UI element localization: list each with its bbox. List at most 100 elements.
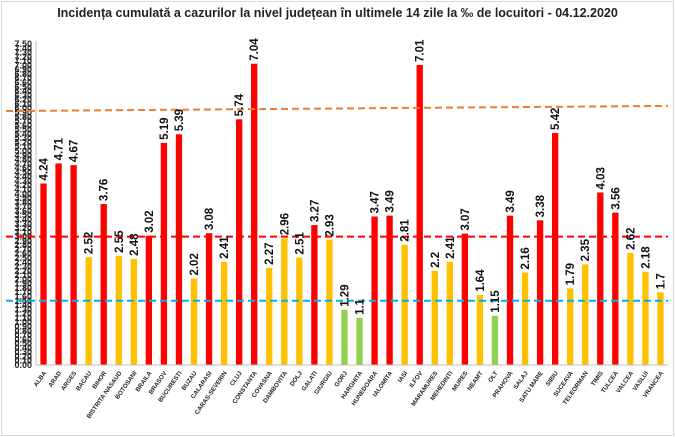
bar[interactable] (491, 315, 499, 365)
y-tick-label: 4.20 (14, 180, 32, 190)
y-tick-label: 5.90 (14, 107, 32, 117)
bar[interactable] (115, 255, 122, 365)
bar[interactable] (371, 216, 378, 365)
bar[interactable] (401, 244, 408, 365)
bar[interactable] (145, 235, 153, 365)
bar[interactable] (627, 252, 634, 365)
data-label: 2.52 (84, 232, 96, 254)
x-tick-label: NEAMT (466, 370, 484, 392)
bar[interactable] (551, 133, 559, 365)
bar[interactable] (251, 63, 258, 366)
data-label: 1.29 (339, 284, 351, 306)
data-label: 4.24 (39, 158, 51, 181)
bar[interactable] (160, 142, 168, 365)
x-tick-label: IASI (397, 370, 410, 384)
bar[interactable] (311, 225, 318, 365)
bar[interactable] (100, 204, 107, 365)
y-tick-label: 2.30 (14, 262, 32, 272)
bar[interactable] (341, 309, 348, 365)
data-label: 2.55 (114, 230, 126, 253)
bar[interactable] (190, 278, 198, 365)
bar[interactable] (55, 163, 62, 365)
bar[interactable] (205, 233, 213, 365)
y-tick-label: 6.60 (14, 78, 32, 88)
bar[interactable] (521, 272, 529, 365)
bar[interactable] (536, 220, 544, 365)
y-tick-label: 5.00 (14, 146, 32, 156)
bar[interactable] (567, 288, 574, 365)
bar[interactable] (266, 267, 273, 365)
y-tick-label: 6.80 (14, 69, 32, 79)
y-tick-label: 6.10 (14, 99, 32, 109)
y-tick-label: 0.30 (14, 347, 32, 357)
bar[interactable] (506, 215, 514, 365)
bar[interactable] (597, 192, 604, 365)
bar[interactable] (386, 215, 393, 365)
data-label: 3.38 (535, 194, 547, 217)
y-tick-label: 0.20 (14, 351, 32, 361)
data-label: 2.02 (189, 253, 201, 275)
data-label: 2.51 (294, 232, 306, 255)
y-tick-label: 4.60 (14, 163, 32, 173)
y-tick-label: 0.40 (14, 343, 32, 353)
y-tick-label: 2.80 (14, 240, 32, 250)
y-tick-label: 6.70 (14, 73, 32, 83)
data-label: 4.03 (595, 167, 607, 189)
y-tick-label: 6.00 (14, 103, 32, 113)
y-tick-label: 0.60 (14, 334, 32, 344)
bar[interactable] (296, 257, 303, 365)
bar[interactable] (476, 294, 484, 365)
bar[interactable] (657, 292, 664, 365)
data-label: 2.41 (219, 236, 231, 259)
y-tick-label: 5.40 (14, 129, 32, 139)
y-tick-label: 2.60 (14, 249, 32, 259)
bar[interactable] (461, 233, 469, 365)
data-label: 2.93 (324, 214, 336, 236)
y-tick-label: 5.50 (14, 125, 32, 135)
data-label: 3.76 (99, 179, 111, 201)
y-tick-label: 3.60 (14, 206, 32, 216)
data-label: 3.27 (309, 200, 321, 222)
y-tick-label: 0.70 (14, 330, 32, 340)
y-tick-label: 4.50 (14, 167, 32, 177)
data-label: 2.96 (279, 213, 291, 235)
y-tick-label: 2.10 (14, 270, 32, 280)
data-label: 1.1 (355, 298, 367, 315)
y-tick-label: 2.40 (14, 257, 32, 267)
y-tick-label: 1.60 (14, 292, 32, 302)
bar[interactable] (70, 165, 77, 365)
y-tick-label: 5.10 (14, 142, 32, 152)
data-label: 3.56 (610, 187, 622, 209)
bar[interactable] (326, 239, 333, 365)
y-tick-label: 4.30 (14, 176, 32, 186)
bar[interactable] (446, 261, 453, 365)
bar[interactable] (85, 257, 92, 365)
y-tick-label: 1.40 (14, 300, 32, 310)
bar[interactable] (220, 261, 228, 365)
data-label: 1.7 (655, 273, 667, 289)
y-tick-label: 0.50 (14, 339, 32, 349)
threshold-line (5, 104, 669, 113)
y-tick-label: 7.10 (14, 56, 32, 66)
bar[interactable] (612, 212, 619, 365)
bar[interactable] (130, 258, 137, 365)
data-label: 2.2 (430, 252, 442, 268)
bar[interactable] (40, 183, 47, 365)
bar[interactable] (642, 271, 649, 365)
bar[interactable] (431, 270, 438, 365)
bar[interactable] (175, 134, 183, 365)
bar[interactable] (235, 119, 243, 365)
data-label: 4.67 (69, 140, 81, 162)
y-tick-label: 3.70 (14, 202, 32, 212)
y-tick-label: 6.20 (14, 95, 32, 105)
y-tick-label: 4.40 (14, 172, 32, 182)
y-tick-label: 6.90 (14, 65, 32, 75)
data-label: 2.81 (400, 219, 412, 242)
data-label: 7.04 (249, 38, 261, 61)
bar[interactable] (356, 317, 363, 365)
y-tick-label: 0.00 (14, 360, 32, 370)
bar[interactable] (416, 64, 423, 366)
bar[interactable] (582, 264, 589, 365)
